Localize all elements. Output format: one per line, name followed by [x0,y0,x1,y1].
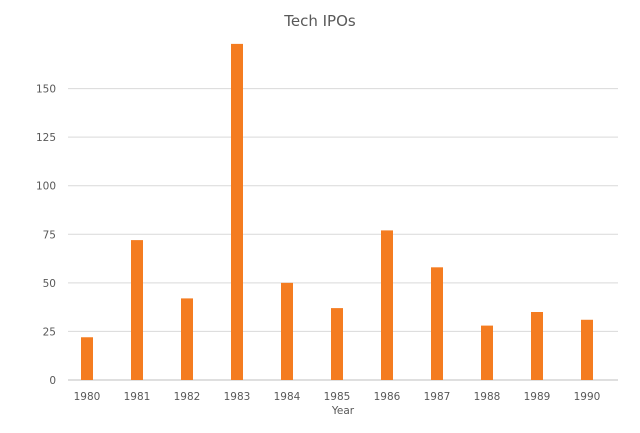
bar-1980 [81,337,93,380]
y-tick-label: 150 [36,84,56,96]
y-tick-label: 0 [49,375,56,387]
bar-1983 [231,43,243,381]
x-tick-label: 1981 [124,391,151,403]
bar-1987 [431,267,443,380]
x-axis-tick-labels: 1980 1981 1982 1983 1984 1985 1986 1987 1988 1989… [74,391,601,403]
bar-1981 [131,240,143,380]
bar-1989 [531,312,543,380]
bar-1986 [381,230,393,380]
y-tick-label: 100 [36,181,56,193]
x-tick-label: 1984 [274,391,301,403]
y-tick-label: 50 [43,278,56,290]
x-tick-label: 1982 [174,391,201,403]
y-tick-label: 25 [43,326,56,338]
gridlines [68,88,618,381]
bars [81,43,593,381]
bar-1982 [181,298,193,380]
bar-1990 [581,319,593,380]
y-tick-label: 75 [43,229,56,241]
x-tick-label: 1983 [224,391,251,403]
x-tick-label: 1980 [74,391,101,403]
y-axis-tick-labels: 0 25 50 75 100 125 150 [36,84,56,387]
x-tick-label: 1988 [474,391,501,403]
x-tick-label: 1989 [524,391,551,403]
bar-1984 [281,282,293,380]
x-axis-title: Year [331,405,355,417]
x-tick-label: 1986 [374,391,401,403]
y-tick-label: 125 [36,132,56,144]
x-tick-label: 1985 [324,391,351,403]
chart-title: Tech IPOs [284,12,356,30]
bar-1988 [481,325,493,380]
x-tick-label: 1990 [574,391,601,403]
bar-1985 [331,308,343,380]
x-tick-label: 1987 [424,391,451,403]
